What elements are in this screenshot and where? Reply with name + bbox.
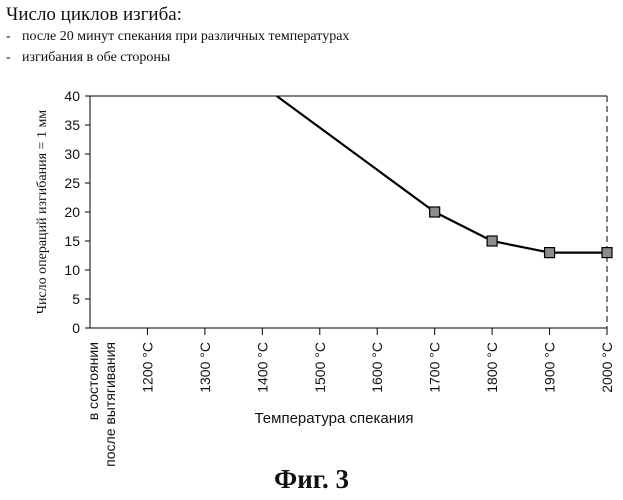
x-tick-label: в состоянии xyxy=(85,342,101,420)
x-tick-label: 2000 °C xyxy=(599,342,615,393)
data-point-marker xyxy=(602,248,612,258)
y-axis-title: Число операций изгибания = 1 мм xyxy=(35,110,50,314)
x-tick-label: 1200 °C xyxy=(139,342,155,393)
data-point-marker xyxy=(545,248,555,258)
y-tick-label: 15 xyxy=(64,233,80,249)
x-tick-label: 1400 °C xyxy=(254,342,270,393)
x-tick-label: после вытягивания xyxy=(102,342,118,467)
y-tick-label: 20 xyxy=(64,204,80,220)
series-line xyxy=(277,96,607,253)
data-point-marker xyxy=(430,207,440,217)
y-tick-label: 10 xyxy=(64,262,80,278)
x-tick-label: 1800 °C xyxy=(484,342,500,393)
x-tick-label: 1300 °C xyxy=(197,342,213,393)
y-tick-label: 35 xyxy=(64,117,80,133)
y-tick-label: 25 xyxy=(64,175,80,191)
x-tick-label: 1600 °C xyxy=(369,342,385,393)
data-point-marker xyxy=(487,236,497,246)
x-tick-label: 1500 °C xyxy=(312,342,328,393)
figure-caption: Фиг. 3 xyxy=(0,464,623,495)
y-tick-label: 30 xyxy=(64,146,80,162)
y-tick-label: 5 xyxy=(72,291,80,307)
x-tick-label: 1700 °C xyxy=(427,342,443,393)
x-axis-title: Температура спекания xyxy=(254,410,413,427)
y-tick-label: 40 xyxy=(64,88,80,104)
x-tick-label: 1900 °C xyxy=(542,342,558,393)
y-tick-label: 0 xyxy=(72,320,80,336)
